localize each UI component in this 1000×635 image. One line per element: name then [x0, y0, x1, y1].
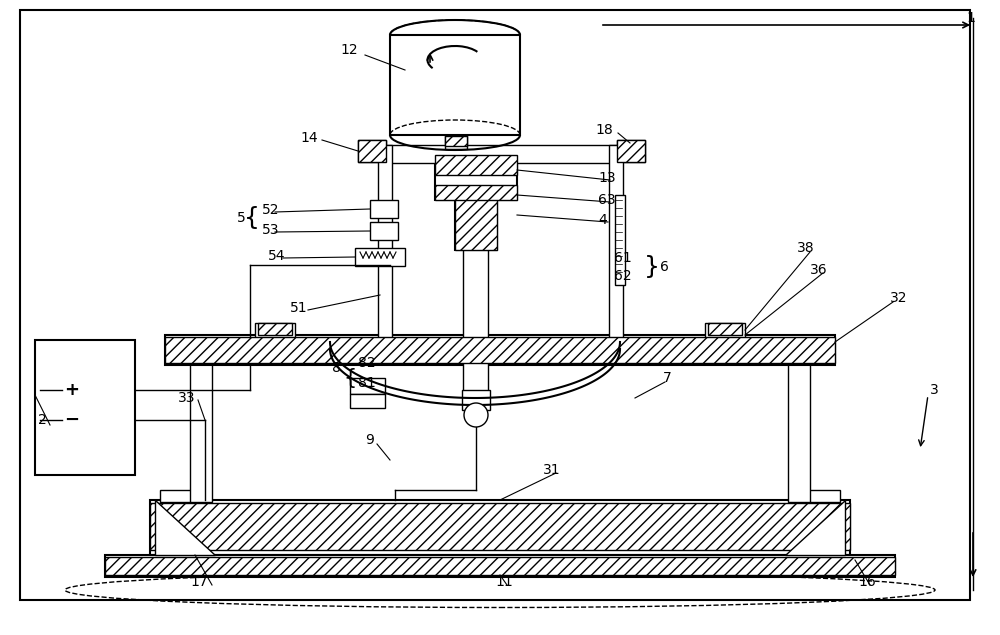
Text: +: + [64, 381, 80, 399]
Bar [150, 503, 850, 550]
Text: 82: 82 [358, 356, 376, 370]
Bar [390, 35, 520, 135]
Text: 7: 7 [663, 371, 672, 385]
Bar [705, 323, 745, 338]
Bar [617, 140, 645, 162]
Text: {: { [244, 206, 260, 230]
Text: 33: 33 [178, 391, 196, 405]
Bar [105, 555, 895, 577]
Text: 53: 53 [262, 223, 280, 237]
Bar [350, 378, 385, 394]
Bar [358, 140, 386, 162]
Text: 18: 18 [595, 123, 613, 137]
Text: 54: 54 [268, 249, 286, 263]
Bar [165, 335, 835, 365]
Text: 5: 5 [237, 211, 246, 225]
Text: {: { [343, 368, 357, 388]
Bar [160, 490, 210, 502]
Bar [609, 145, 623, 345]
Bar [150, 500, 850, 555]
Bar [378, 145, 392, 345]
Text: 63: 63 [598, 193, 616, 207]
Bar [386, 145, 617, 163]
Polygon shape [785, 500, 845, 555]
Bar [358, 140, 386, 162]
Text: 81: 81 [358, 376, 376, 390]
Text: 12: 12 [340, 43, 358, 57]
Text: 9: 9 [365, 433, 374, 447]
Bar [790, 490, 840, 502]
Text: 62: 62 [614, 269, 632, 283]
Text: 31: 31 [543, 463, 561, 477]
Bar [370, 200, 398, 218]
Bar [615, 195, 625, 285]
Text: 16: 16 [858, 575, 876, 589]
Bar [435, 155, 517, 175]
Bar [435, 185, 517, 200]
Text: 4: 4 [598, 213, 607, 227]
Text: 51: 51 [290, 301, 308, 315]
Text: 52: 52 [262, 203, 280, 217]
Bar [165, 337, 835, 363]
Bar [255, 323, 295, 338]
Text: }: } [644, 255, 660, 279]
Text: 17: 17 [190, 575, 208, 589]
Bar [445, 135, 467, 149]
Bar [35, 340, 135, 475]
Text: 11: 11 [495, 575, 513, 589]
Polygon shape [155, 500, 215, 555]
Bar [105, 557, 895, 575]
Bar [708, 323, 742, 335]
Bar [190, 340, 212, 502]
Text: 14: 14 [300, 131, 318, 145]
Bar [258, 323, 292, 335]
Bar [370, 222, 398, 240]
Bar [355, 248, 405, 266]
Bar [435, 155, 517, 200]
Text: −: − [64, 411, 80, 429]
Text: 32: 32 [890, 291, 908, 305]
Text: 36: 36 [810, 263, 828, 277]
Text: 2: 2 [38, 413, 47, 427]
Text: 6: 6 [660, 260, 669, 274]
Text: 13: 13 [598, 171, 616, 185]
Bar [445, 136, 467, 146]
Text: 1: 1 [966, 11, 975, 25]
Bar [617, 140, 645, 162]
Bar [788, 340, 810, 502]
Bar [350, 394, 385, 408]
Text: 8: 8 [332, 361, 341, 375]
Circle shape [464, 403, 488, 427]
Bar [462, 390, 490, 410]
Bar [455, 195, 497, 250]
Bar [463, 215, 488, 405]
Text: 38: 38 [797, 241, 815, 255]
Text: 3: 3 [930, 383, 939, 397]
Text: 61: 61 [614, 251, 632, 265]
Bar [455, 195, 497, 250]
